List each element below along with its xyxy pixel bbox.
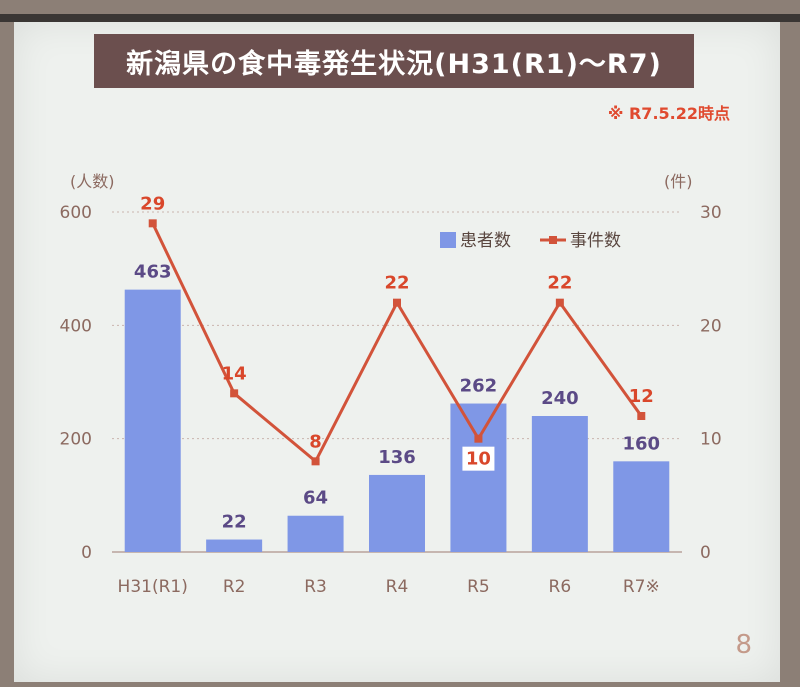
line-point-4 <box>474 434 483 443</box>
y2-tick-label: 30 <box>700 203 722 223</box>
as-of-note: ※ R7.5.22時点 <box>607 104 730 123</box>
line-point-5 <box>555 298 564 307</box>
bar-value-label: 262 <box>460 376 498 397</box>
line-value-label: 14 <box>222 363 247 384</box>
page-number: 8 <box>735 630 752 660</box>
x-tick-label: R3 <box>304 577 327 597</box>
bar-5 <box>531 416 588 552</box>
bar-4 <box>450 403 507 552</box>
line-value-label: 10 <box>466 449 491 470</box>
line-value-label: 12 <box>629 386 654 407</box>
line-point-1 <box>230 389 239 398</box>
legend-swatch-bar <box>440 232 456 248</box>
line-value-label: 8 <box>309 431 322 452</box>
y-tick-label: 0 <box>81 543 92 563</box>
legend-label-line: 事件数 <box>570 231 621 251</box>
x-tick-label: R4 <box>386 577 409 597</box>
bar-value-label: 136 <box>378 447 416 468</box>
x-tick-label: R5 <box>467 577 490 597</box>
legend-label-bar: 患者数 <box>460 231 511 251</box>
y2-tick-label: 20 <box>700 316 722 336</box>
line-point-2 <box>311 457 320 466</box>
y-tick-label: 400 <box>60 316 92 336</box>
x-tick-label: R7※ <box>623 577 660 597</box>
legend-marker-line <box>549 236 557 244</box>
line-value-label: 29 <box>140 193 165 214</box>
x-tick-label: H31(R1) <box>118 577 188 597</box>
right-axis-unit: (件) <box>664 172 693 191</box>
line-value-label: 22 <box>384 273 409 294</box>
y2-tick-label: 10 <box>700 430 722 450</box>
line-point-0 <box>148 219 157 228</box>
line-point-6 <box>637 412 646 420</box>
slide-title: 新潟県の食中毒発生状況(H31(R1)～R7) <box>94 34 694 88</box>
bar-value-label: 64 <box>303 488 328 509</box>
bar-1 <box>206 539 263 552</box>
x-tick-label: R2 <box>223 577 246 597</box>
y-tick-label: 600 <box>60 203 92 223</box>
bar-0 <box>124 289 181 552</box>
line-value-label: 22 <box>547 273 572 294</box>
bar-value-label: 463 <box>134 262 172 283</box>
x-tick-label: R6 <box>549 577 572 597</box>
bar-value-label: 22 <box>222 512 247 533</box>
line-point-3 <box>393 298 401 307</box>
left-axis-unit: (人数) <box>70 172 115 191</box>
bar-value-label: 240 <box>541 388 579 409</box>
y2-tick-label: 0 <box>700 543 711 563</box>
bar-3 <box>369 474 425 552</box>
bar-6 <box>613 461 670 552</box>
y-tick-label: 200 <box>60 430 92 450</box>
projector-rail <box>0 14 800 22</box>
bar-2 <box>287 515 344 552</box>
line-label-bg <box>462 446 495 471</box>
bar-value-label: 160 <box>622 433 660 454</box>
